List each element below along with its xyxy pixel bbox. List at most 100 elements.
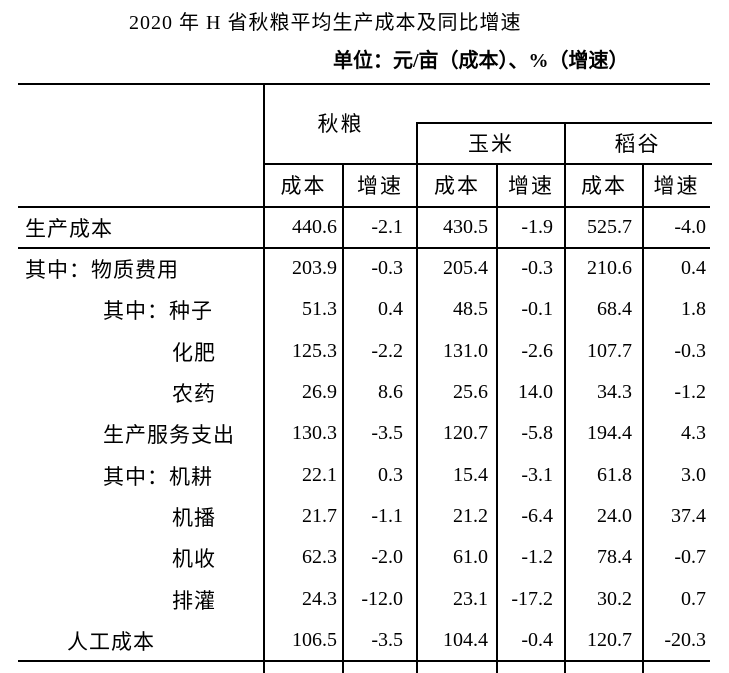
cell-value: 4.3 [681,422,706,444]
cell-value: 30.2 [597,588,632,610]
cell-value: -2.1 [371,216,403,238]
cell-value: 131.0 [443,340,488,362]
cell-value: 8.6 [378,381,403,403]
row-label: 其中：物质费用 [25,257,179,282]
cell-value: 130.3 [292,422,337,444]
table-row: 排灌 24.3 -12.0 23.1 -17.2 30.2 0.7 [18,579,710,620]
col-group-rice: 稻谷 [614,131,661,156]
column-divider [416,122,418,673]
cell-value: 51.3 [302,298,337,320]
cell-value: 62.3 [302,546,337,568]
cell-value: 61.8 [597,464,632,486]
cell-value: 104.4 [443,629,488,651]
cell-value: 61.0 [453,546,488,568]
cell-value: 440.6 [292,216,337,238]
table-row: 其中：种子 51.3 0.4 48.5 -0.1 68.4 1.8 [18,289,710,330]
row-label: 其中：机耕 [103,464,213,489]
cell-value: 21.2 [453,505,488,527]
cell-value: -0.7 [674,546,706,568]
cell-value: -0.1 [521,298,553,320]
row-label: 生产服务支出 [103,422,235,447]
cell-value: 15.4 [453,464,488,486]
header-bottom-border [18,206,710,208]
cell-value: -3.5 [371,629,403,651]
cell-value: -2.6 [521,340,553,362]
row-label: 机播 [172,505,216,530]
row-label: 其中：种子 [103,298,213,323]
column-divider [496,163,498,673]
cell-value: 68.4 [597,298,632,320]
unit-note: 单位：元/亩（成本）、%（增速） [333,50,629,72]
table-row: 机播 21.7 -1.1 21.2 -6.4 24.0 37.4 [18,496,710,537]
col-header-growth: 增速 [357,174,403,198]
total-row-bottom-border [18,247,710,249]
cell-value: 120.7 [587,629,632,651]
col-header-cost: 成本 [434,174,480,198]
cell-value: 1.8 [681,298,706,320]
cell-value: -17.2 [511,588,553,610]
col-header-growth: 增速 [653,174,700,198]
cell-value: 525.7 [587,216,632,238]
cell-value: 22.1 [302,464,337,486]
cell-value: 106.5 [292,629,337,651]
cell-value: 34.3 [597,381,632,403]
cell-value: 37.4 [671,505,706,527]
cell-value: 430.5 [443,216,488,238]
row-label: 化肥 [172,340,216,365]
row-label: 人工成本 [67,629,155,654]
cell-value: 3.0 [681,464,706,486]
col-group-corn: 玉米 [468,131,514,156]
cell-value: 0.4 [378,298,403,320]
cell-value: -0.3 [371,257,403,279]
cell-value: -1.2 [674,381,706,403]
cell-value: -4.0 [674,216,706,238]
row-label: 农药 [172,381,216,406]
page-title: 2020 年 H 省秋粮平均生产成本及同比增速 [129,12,522,34]
cell-value: 0.4 [681,257,706,279]
column-divider [342,163,344,673]
cell-value: -0.3 [521,257,553,279]
cell-value: -2.0 [371,546,403,568]
table-row: 其中：物质费用 203.9 -0.3 205.4 -0.3 210.6 0.4 [18,248,710,289]
col-header-cost: 成本 [581,174,627,198]
cell-value: -3.5 [371,422,403,444]
cell-value: -12.0 [361,588,403,610]
cell-value: 21.7 [302,505,337,527]
cell-value: 125.3 [292,340,337,362]
cell-value: 24.3 [302,588,337,610]
stub-column-divider [263,83,265,673]
col-header-growth: 增速 [508,174,554,198]
cell-value: 194.4 [587,422,632,444]
table-row: 机收 62.3 -2.0 61.0 -1.2 78.4 -0.7 [18,537,710,578]
table-row: 其中：机耕 22.1 0.3 15.4 -3.1 61.8 3.0 [18,455,710,496]
cell-value: 24.0 [597,505,632,527]
cell-value: 203.9 [292,257,337,279]
cell-value: 26.9 [302,381,337,403]
cell-value: 23.1 [453,588,488,610]
cell-value: -1.2 [521,546,553,568]
cell-value: -6.4 [521,505,553,527]
column-divider [564,122,566,673]
column-divider [642,163,644,673]
cell-value: 0.7 [681,588,706,610]
subheader-top-border [264,163,712,165]
cell-value: -5.8 [521,422,553,444]
row-label: 生产成本 [25,216,113,241]
cell-value: 107.7 [587,340,632,362]
table-row: 生产成本 440.6 -2.1 430.5 -1.9 525.7 -4.0 [18,207,710,248]
cell-value: -2.2 [371,340,403,362]
row-label: 排灌 [172,588,216,613]
cell-value: -0.4 [521,629,553,651]
table-row: 化肥 125.3 -2.2 131.0 -2.6 107.7 -0.3 [18,331,710,372]
row-label: 机收 [172,546,216,571]
table-top-border [18,83,710,85]
cell-value: -1.9 [521,216,553,238]
cell-value: -20.3 [664,629,706,651]
table-row: 人工成本 106.5 -3.5 104.4 -0.4 120.7 -20.3 [18,620,710,661]
cell-value: 0.3 [378,464,403,486]
table-row: 农药 26.9 8.6 25.6 14.0 34.3 -1.2 [18,372,710,413]
table-row: 生产服务支出 130.3 -3.5 120.7 -5.8 194.4 4.3 [18,413,710,454]
cell-value: 25.6 [453,381,488,403]
table-bottom-border [18,660,710,662]
